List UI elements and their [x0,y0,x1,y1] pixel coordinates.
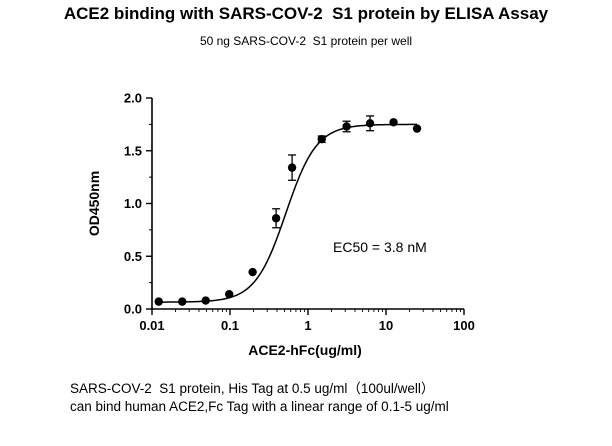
data-point [178,297,187,306]
data-point [271,214,281,223]
y-tick-label: 1.0 [124,196,142,211]
x-tick-label: 1 [304,318,311,333]
y-tick-label: 0.5 [124,249,142,264]
data-point [412,124,422,133]
data-point [365,119,375,128]
data-point [154,297,163,306]
x-tick-label: 0.1 [221,318,239,333]
x-tick-label: 0.01 [139,318,164,333]
y-tick-label: 1.5 [124,143,142,158]
data-point [248,267,257,277]
chart-caption: SARS-COV-2 S1 protein, His Tag at 0.5 ug… [70,380,449,416]
x-tick-label: 100 [453,318,475,333]
chart-title: ACE2 binding with SARS-COV-2 S1 protein … [63,4,549,23]
y-tick-label: 0.0 [124,302,142,317]
data-point [201,296,210,305]
y-axis-label: OD450nm [86,171,102,236]
data-point [342,122,351,131]
chart-subtitle: 50 ng SARS-COV-2 S1 protein per well [199,34,413,48]
x-axis-label: ACE2-hFc(ug/ml) [248,342,362,358]
data-point [225,290,234,299]
caption-line-1: SARS-COV-2 S1 protein, His Tag at 0.5 ug… [70,381,435,396]
y-tick-label: 2.0 [124,91,142,106]
data-point [389,118,398,127]
ec50-annotation: EC50 = 3.8 nM [333,239,427,255]
x-tick-label: 10 [379,318,393,333]
fit-curve [158,123,418,303]
data-point [317,134,326,144]
caption-line-2: can bind human ACE2,Fc Tag with a linear… [70,399,449,414]
data-point [287,163,297,172]
